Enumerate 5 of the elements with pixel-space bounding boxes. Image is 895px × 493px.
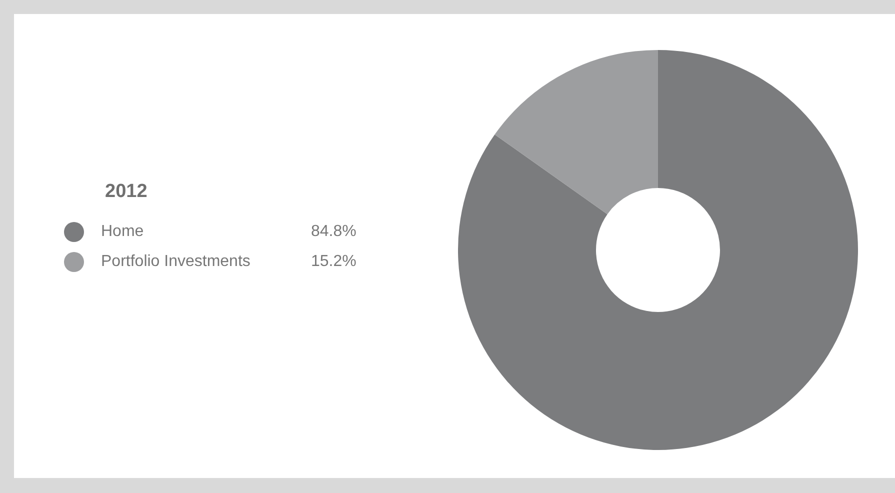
legend-label: Home — [101, 223, 145, 241]
legend-title: 2012 — [105, 181, 148, 203]
data-label: 15.2% — [311, 253, 356, 271]
legend-label: Portfolio Investments — [101, 253, 252, 271]
data-label: 84.8% — [311, 223, 356, 241]
